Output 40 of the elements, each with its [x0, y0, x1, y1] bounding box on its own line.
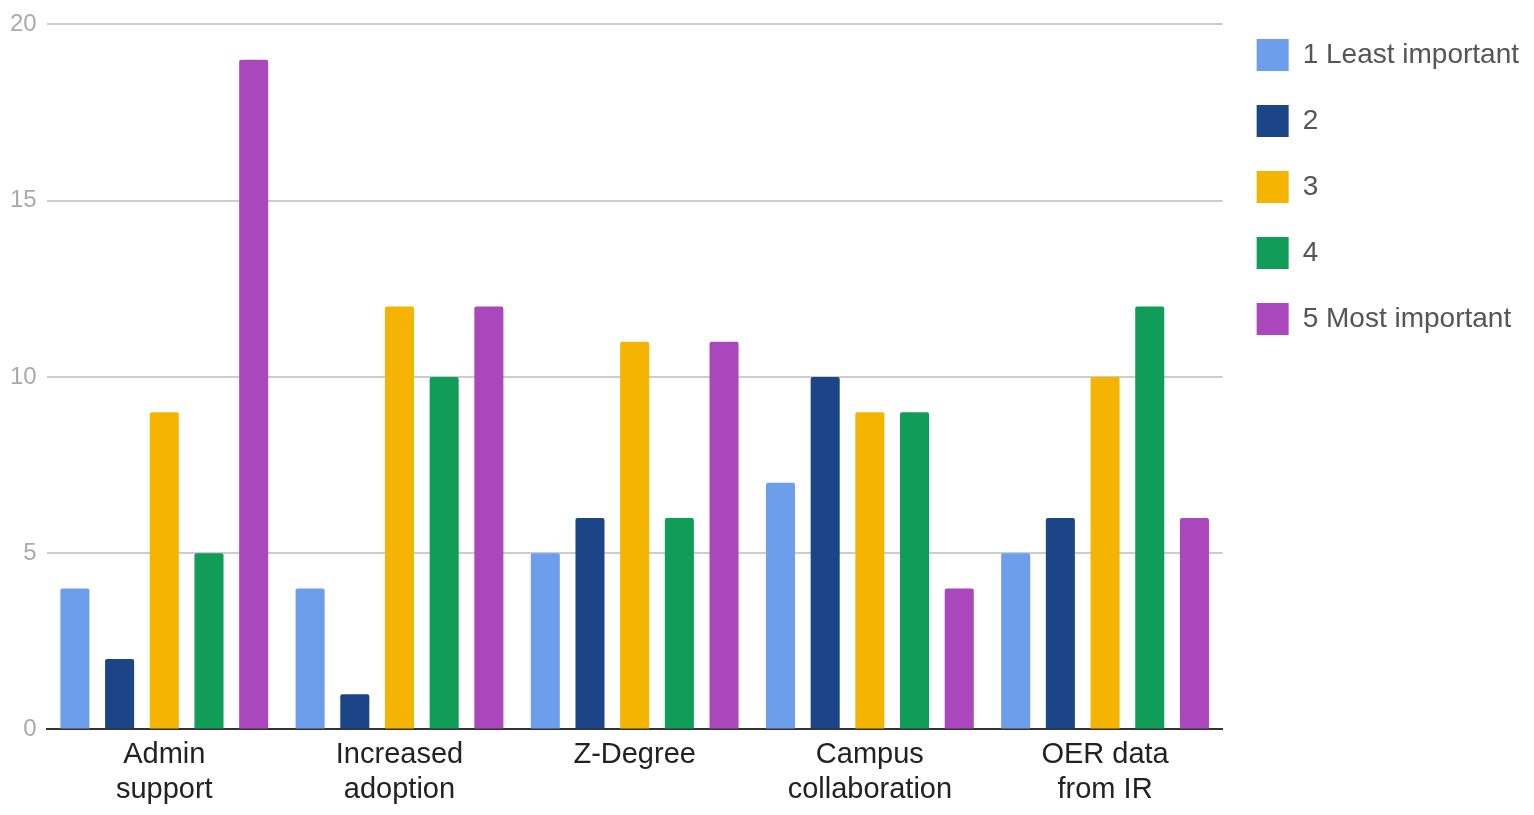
bar	[944, 588, 974, 729]
y-tick-label: 5	[23, 537, 37, 565]
bar	[765, 482, 796, 729]
bar	[855, 412, 885, 729]
bar	[530, 553, 560, 729]
bar	[239, 59, 269, 729]
bar	[575, 517, 605, 729]
y-tick-label: 0	[23, 714, 37, 742]
bar	[664, 517, 694, 729]
y-tick-label: 15	[9, 185, 37, 213]
bar	[429, 376, 459, 729]
bar	[105, 658, 135, 729]
bar	[295, 588, 325, 729]
bar	[384, 306, 415, 729]
x-tick-label: OER data from IR	[1041, 736, 1170, 804]
bar	[1001, 553, 1031, 729]
legend-label: 5 Most important	[1302, 301, 1512, 333]
legend-label: 2	[1302, 103, 1319, 135]
bar	[620, 341, 650, 729]
x-tick-label: Admin support	[115, 736, 213, 804]
bar	[194, 553, 224, 729]
legend-label: 3	[1302, 169, 1319, 201]
bar	[709, 341, 739, 729]
bar	[1179, 517, 1209, 729]
bar	[474, 306, 504, 729]
x-tick-label: Increased adoption	[335, 736, 464, 804]
legend-label: 4	[1302, 235, 1319, 267]
bar	[60, 588, 90, 729]
bar	[340, 694, 370, 729]
y-tick-label: 10	[9, 361, 37, 389]
bar	[1045, 517, 1075, 729]
legend-label: 1 Least important	[1302, 37, 1520, 69]
bar	[900, 412, 930, 729]
bar	[810, 376, 840, 729]
x-tick-label: Campus collaboration	[787, 736, 953, 804]
bar	[1090, 376, 1120, 729]
bar	[1135, 306, 1165, 729]
bar	[149, 412, 179, 729]
y-tick-label: 20	[9, 9, 37, 37]
x-tick-label: Z-Degree	[573, 736, 696, 769]
